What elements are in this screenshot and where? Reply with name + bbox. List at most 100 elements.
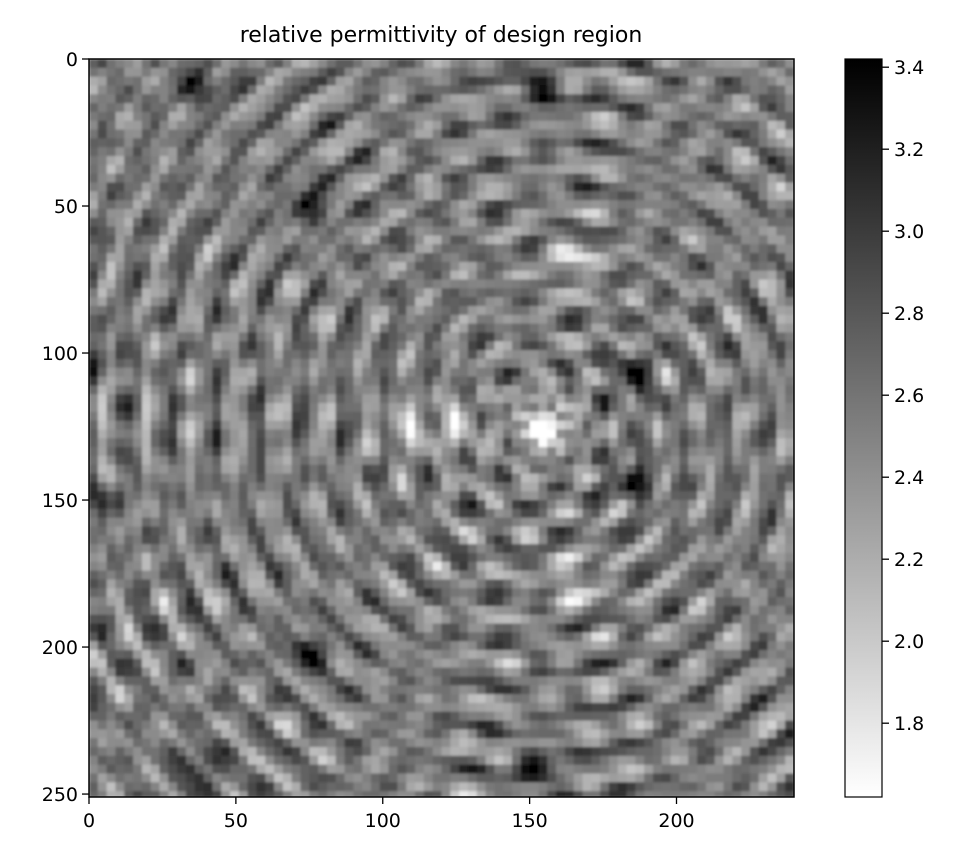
heat-cell [371,208,381,219]
heat-cell [150,129,161,139]
heat-cell [379,341,390,351]
heat-cell [415,103,425,113]
heat-cell [591,314,601,325]
heat-cell [635,570,645,581]
heat-cell [177,403,187,413]
heat-cell [133,517,143,528]
heat-cell [300,350,310,360]
heat-cell [203,129,213,139]
heat-cell [406,552,416,563]
heat-cell [115,579,125,589]
heat-cell [635,367,645,378]
heat-cell [388,164,399,175]
heat-cell [679,482,689,492]
heat-cell [512,464,522,475]
heat-cell [635,500,645,510]
heat-cell [485,455,495,466]
heat-cell [547,200,557,210]
heat-cell [274,323,284,334]
heat-cell [626,323,636,334]
heat-cell [591,111,601,122]
heat-cell [503,244,513,254]
heat-cell [608,447,619,457]
heat-cell [476,235,487,245]
heat-cell [265,261,275,272]
heat-cell [661,138,672,148]
heat-cell [723,358,733,369]
heat-cell [573,579,584,589]
heat-cell [714,500,725,510]
heat-cell [503,464,513,475]
heat-cell [335,200,346,210]
heat-cell [776,394,786,404]
heat-cell [247,473,258,483]
heat-cell [247,191,258,201]
heat-cell [582,588,592,598]
heat-cell [741,67,751,78]
heat-cell [679,332,689,342]
heat-cell [459,147,469,157]
heat-cell [106,500,117,510]
heat-cell [529,376,540,386]
heat-cell [450,403,460,413]
heat-cell [423,103,434,113]
heat-cell [318,147,328,157]
heat-cell [494,447,504,457]
heat-cell [591,447,601,457]
heat-cell [238,191,249,201]
heat-cell [556,76,566,87]
heat-cell [520,182,531,192]
heat-cell [230,226,240,237]
heat-cell [106,244,117,254]
heat-cell [133,297,143,307]
heat-cell [591,332,601,342]
heat-cell [247,235,258,245]
heat-cell [159,385,169,395]
heat-cell [617,270,628,281]
heat-cell [529,164,540,175]
heat-cell [520,297,531,307]
heat-cell [326,420,337,431]
heat-cell [150,350,161,360]
heat-cell [741,94,751,104]
heat-cell [362,579,372,589]
heat-cell [670,455,681,466]
heat-cell [732,597,742,607]
heat-cell [653,517,663,528]
heat-cell [309,500,319,510]
heat-cell [177,138,187,148]
heat-cell [388,235,399,245]
heat-cell [503,500,513,510]
heat-cell [282,244,293,254]
heat-cell [591,94,601,104]
heat-cell [326,332,337,342]
heat-cell [564,120,575,131]
heat-cell [450,597,460,607]
heat-cell [309,438,319,448]
heat-cell [221,332,231,342]
heat-cell [723,182,733,192]
heat-cell [106,447,117,457]
heat-cell [512,129,522,139]
heat-cell [582,473,592,483]
heat-cell [221,561,231,572]
heat-cell [388,111,399,122]
heat-cell [388,403,399,413]
heat-cell [274,447,284,457]
heat-cell [741,200,751,210]
heat-cell [415,217,425,228]
heat-cell [115,455,125,466]
heat-cell [133,253,143,263]
heat-cell [714,341,725,351]
heat-cell [265,464,275,475]
heat-cell [538,235,548,245]
heat-cell [688,403,698,413]
heat-cell [362,103,372,113]
heat-cell [723,341,733,351]
heat-cell [441,376,451,386]
heat-cell [371,597,381,607]
heat-cell [503,217,513,228]
heat-cell [371,376,381,386]
heat-cell [265,473,275,483]
heat-cell [705,438,716,448]
